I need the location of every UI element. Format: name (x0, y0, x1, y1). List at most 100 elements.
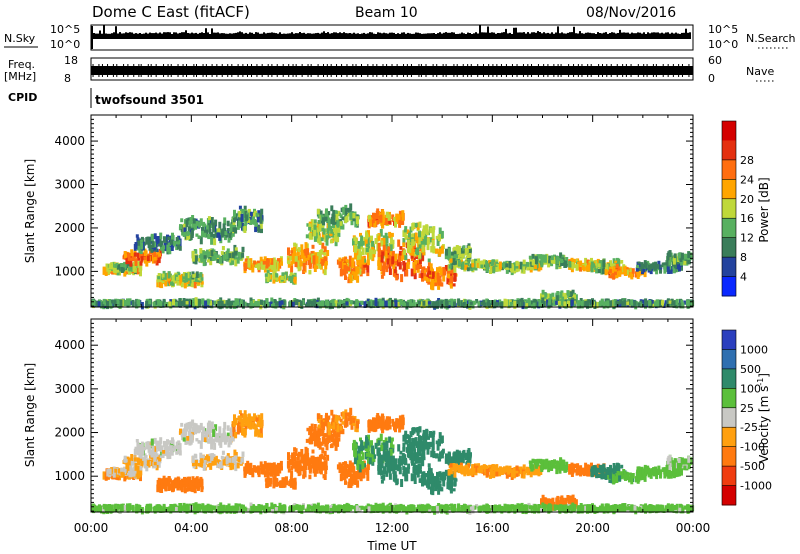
velocity-cell (240, 418, 244, 427)
power-cell (381, 220, 385, 229)
power-cell (427, 278, 431, 285)
power-cell (529, 267, 533, 273)
power-cell (675, 260, 679, 269)
power-cell (249, 258, 253, 267)
noise-sample (577, 33, 579, 39)
power-cell (609, 300, 613, 307)
power-cell (145, 260, 149, 267)
power-cell (198, 221, 202, 228)
velocity-cell (167, 476, 171, 484)
power-cell (294, 243, 298, 252)
power-cell (431, 227, 435, 233)
power-cell (114, 263, 118, 268)
power-cell (637, 268, 641, 277)
power-cell (628, 271, 631, 278)
power-cell (588, 262, 592, 268)
power-cell (324, 261, 328, 266)
power-cell (501, 262, 504, 268)
power-cell (274, 302, 278, 306)
noise-sample (643, 32, 645, 39)
velocity-cell (124, 458, 127, 462)
colorbar-segment (722, 198, 736, 219)
power-cell (106, 300, 109, 310)
power-cell (247, 208, 251, 217)
power-cell (259, 299, 263, 305)
noise-sample (299, 32, 301, 39)
freq-trace (91, 64, 693, 77)
power-cell (380, 274, 384, 279)
power-cell (208, 228, 212, 237)
power-cell (629, 268, 633, 272)
power-cell (410, 253, 414, 259)
power-cell (418, 244, 422, 249)
noise-sample (277, 33, 279, 39)
power-cell (618, 270, 622, 277)
noise-sample (529, 33, 531, 39)
power-cell (605, 265, 609, 273)
power-cell (449, 258, 453, 263)
power-cell (389, 236, 393, 244)
noise-sample (153, 33, 155, 39)
power-cell (172, 299, 175, 306)
power-cell (332, 235, 336, 241)
power-cell (634, 271, 638, 278)
noise-sample (405, 33, 407, 39)
power-cell (148, 299, 152, 305)
power-cell (366, 265, 370, 273)
velocity-cell (222, 428, 226, 436)
power-cell (97, 301, 101, 308)
power-cell (146, 236, 150, 243)
power-cell (338, 212, 342, 217)
power-cell (102, 298, 106, 305)
power-cell (505, 263, 509, 268)
power-cell (120, 263, 124, 271)
velocity-cell (159, 437, 163, 444)
noise-sample (495, 33, 497, 39)
noise-sample (555, 32, 557, 39)
power-cell (414, 232, 418, 241)
power-cell (532, 302, 536, 307)
power-cell (136, 252, 140, 258)
power-cell (255, 212, 259, 218)
power-cell (296, 260, 300, 269)
power-cell (500, 266, 504, 271)
noise-sample (371, 32, 373, 39)
power-cell (555, 300, 559, 305)
power-cell (650, 263, 654, 270)
power-cell (427, 276, 431, 282)
noise-sample (187, 33, 189, 39)
noise-sample (359, 34, 361, 39)
power-cell (347, 212, 351, 217)
power-cell (597, 259, 600, 265)
velocity-cell (256, 421, 260, 427)
velocity-cell (156, 440, 160, 448)
power-cell (216, 254, 220, 258)
power-cell (526, 262, 530, 267)
power-cell (366, 272, 370, 277)
power-cell (395, 214, 399, 222)
power-cell (163, 242, 167, 251)
power-cell (343, 265, 347, 271)
noise-sample (179, 32, 181, 39)
power-cell (298, 247, 301, 252)
noise-sample (115, 26, 117, 39)
power-cell (644, 298, 648, 306)
power-cell (112, 267, 116, 273)
power-cell (219, 257, 222, 264)
power-cell (349, 300, 353, 305)
power-cell (234, 250, 238, 255)
nave-label: Nave (746, 65, 774, 78)
power-cell (313, 219, 317, 224)
noise-sample (453, 32, 455, 39)
nsearch-tick-high: 10^5 (708, 23, 738, 36)
power-cell (199, 248, 203, 255)
power-cell (457, 260, 461, 264)
power-cell (291, 247, 295, 253)
noise-sample (203, 33, 205, 39)
power-cell (127, 252, 131, 261)
power-cell (536, 254, 540, 262)
power-cell (349, 203, 353, 211)
power-cell (334, 228, 338, 238)
power-cell (143, 248, 147, 256)
